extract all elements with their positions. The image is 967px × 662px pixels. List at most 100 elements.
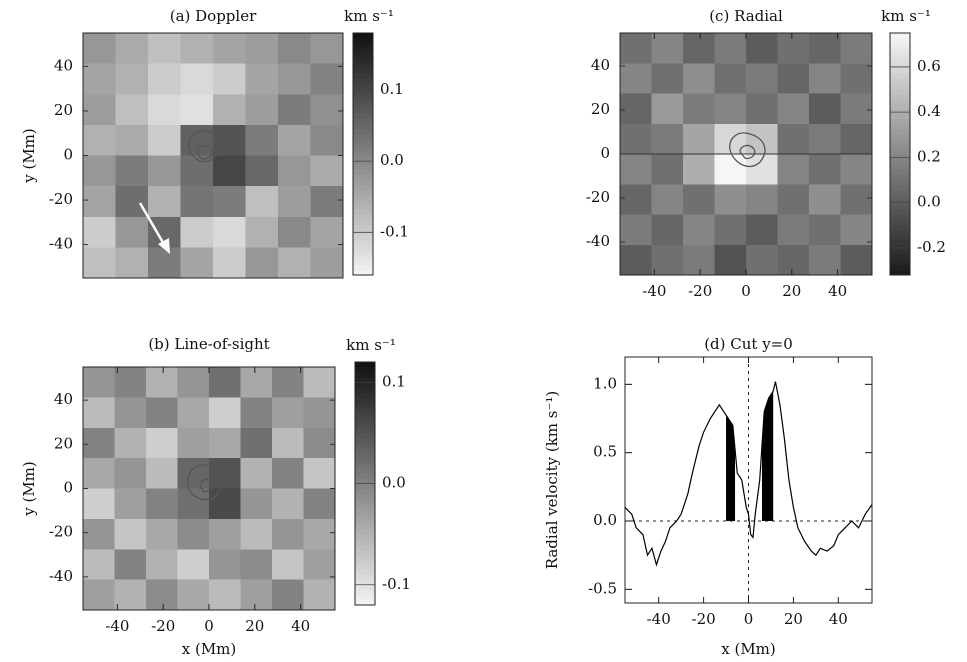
colorbar-strip	[353, 209, 373, 215]
colorbar-tick-label: 0.6	[917, 57, 941, 75]
colorbar-strip	[890, 133, 910, 140]
heatmap-cell	[209, 549, 241, 581]
heatmap-cell	[714, 33, 747, 64]
heatmap-cell	[683, 184, 715, 215]
heatmap-cell	[840, 184, 873, 215]
colorbar-strip	[353, 88, 373, 94]
plot-frame	[624, 356, 873, 604]
heatmap-cell	[148, 63, 181, 95]
colorbar-strip	[890, 43, 910, 49]
heatmap-cell	[180, 33, 214, 65]
x-tick-label: -40	[105, 617, 129, 635]
colorbar-strip	[353, 38, 373, 44]
colorbar-tick-label: 0.0	[380, 151, 404, 169]
heatmap-cell	[651, 63, 684, 94]
heatmap-cell	[146, 579, 178, 611]
heatmap-cell	[209, 367, 241, 398]
heatmap-cell	[245, 155, 279, 187]
colorbar-strip	[890, 169, 910, 175]
heatmap-cell	[83, 155, 116, 187]
heatmap-cell	[746, 214, 778, 246]
heatmap-cell	[310, 155, 344, 187]
y-tick-label: 0	[63, 146, 73, 164]
heatmap-cell	[83, 549, 115, 581]
heatmap-cell	[245, 124, 279, 156]
heatmap-cell	[114, 579, 147, 611]
heatmap-cell	[245, 216, 279, 248]
colorbar-frame	[889, 32, 911, 276]
heatmap-cell	[777, 214, 810, 246]
colorbar-strip	[353, 254, 373, 261]
heatmap-cell	[303, 579, 336, 611]
colorbar-strip	[890, 123, 910, 130]
colorbar-strip	[353, 194, 373, 200]
heatmap-cell	[213, 186, 246, 218]
heatmap-cell	[303, 549, 336, 581]
colorbar-strip	[890, 239, 910, 246]
heatmap-cell	[777, 93, 810, 125]
heatmap-cell	[180, 124, 214, 156]
colorbar-strip	[353, 113, 373, 120]
colorbar-strip	[355, 584, 375, 591]
plot-frame	[82, 32, 344, 279]
y-tick-label: 20	[54, 434, 73, 452]
colorbar-strip	[890, 88, 910, 94]
colorbar-strip	[355, 362, 375, 368]
heatmap-cell	[148, 186, 181, 218]
colorbar-strip	[890, 138, 910, 145]
panel-title: (b) Line-of-sight	[148, 335, 269, 353]
colorbar-strip	[355, 539, 375, 545]
heatmap-cell	[272, 488, 304, 520]
colorbar-strip	[890, 143, 910, 150]
heatmap-cell	[310, 216, 344, 248]
contour	[188, 130, 221, 163]
x-tick-label: -20	[692, 610, 716, 628]
y-tick-label: 0.0	[593, 511, 617, 529]
heatmap-cell	[209, 488, 241, 520]
colorbar-strip	[890, 48, 910, 54]
heatmap-cell	[746, 33, 778, 64]
heatmap-cell	[114, 488, 147, 520]
colorbar-strip	[355, 432, 375, 439]
x-tick-label: -20	[151, 617, 175, 635]
heatmap-cell	[777, 123, 810, 155]
colorbar-strip	[355, 473, 375, 479]
heatmap-cell	[83, 427, 115, 459]
heatmap-cell	[83, 488, 115, 520]
y-tick-label: 20	[54, 101, 73, 119]
colorbar-strip	[353, 179, 373, 185]
heatmap-cell	[177, 579, 210, 611]
heatmap-cell	[651, 93, 684, 125]
colorbar-strip	[353, 164, 373, 170]
y-tick-label: 0	[600, 144, 610, 162]
heatmap-cell	[114, 367, 147, 398]
colorbar-strip	[890, 264, 910, 271]
heatmap-cell	[146, 427, 178, 459]
colorbar-strip	[355, 427, 375, 434]
heatmap-cell	[83, 458, 115, 489]
colorbar-strip	[355, 503, 375, 510]
colorbar-strip	[355, 599, 375, 606]
colorbar-strip	[355, 443, 375, 449]
colorbar-strip	[890, 103, 910, 110]
heatmap-cell	[177, 549, 210, 581]
heatmap-cell	[777, 63, 810, 94]
colorbar-strip	[353, 128, 373, 135]
colorbar-strip	[355, 422, 375, 429]
colorbar-strip	[353, 159, 373, 165]
colorbar-strip	[890, 38, 910, 44]
decorations	[138, 130, 766, 501]
heatmap-cell	[146, 549, 178, 581]
heatmap-cell	[746, 244, 778, 276]
heatmap-cell	[303, 367, 336, 398]
colorbar-strip	[353, 204, 373, 210]
colorbar-strip	[355, 448, 375, 454]
heatmap-cell	[114, 458, 147, 489]
heatmap-cell	[177, 488, 210, 520]
heatmap-cell	[240, 367, 273, 398]
heatmap-cell	[115, 155, 149, 187]
colorbar-strip	[353, 234, 373, 241]
colorbar-strip	[890, 68, 910, 74]
heatmap-cell	[213, 247, 246, 279]
